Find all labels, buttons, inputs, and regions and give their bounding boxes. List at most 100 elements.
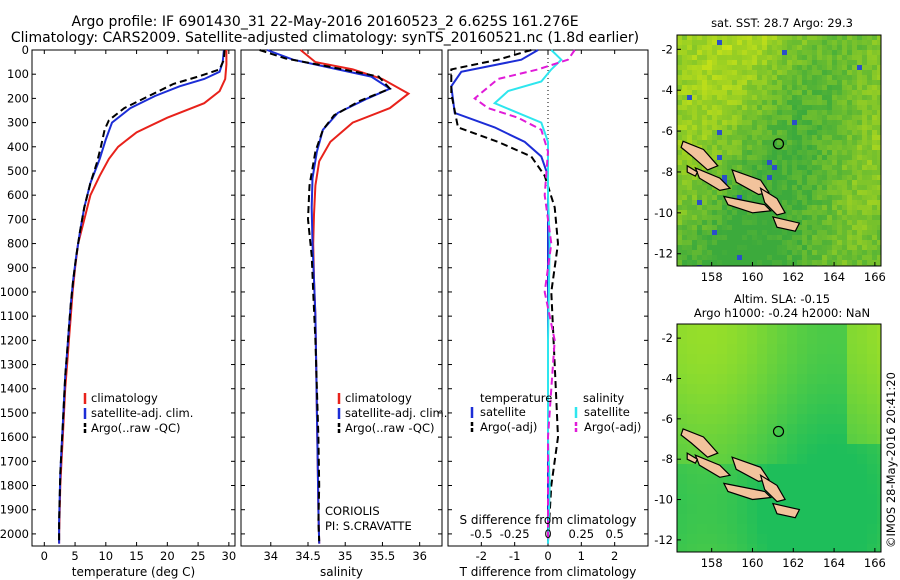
sla-map-title-line1: Altim. SLA: -0.15	[733, 292, 831, 306]
legend-label-argo_sal: Argo(-adj)	[584, 420, 641, 434]
x-tick-label: 36	[412, 549, 427, 563]
x-tick-label: 35	[338, 549, 353, 563]
map-sla_map: 158 160 162 164 166 -2 -4 -6 -8 -10 -12	[654, 323, 886, 570]
legend-label-argo: Argo(..raw -QC)	[91, 421, 181, 435]
island-shape	[722, 482, 773, 501]
y-tick-label: 100	[7, 67, 29, 81]
x-axis-label: T difference from climatology	[459, 565, 637, 579]
map-x-tick-label: 162	[782, 270, 804, 284]
map-x-tick-label: 164	[823, 556, 845, 570]
island-shape	[759, 473, 787, 503]
map-x-tick-label: 166	[864, 556, 886, 570]
map-frame	[676, 34, 882, 267]
map-y-tick-label: -6	[662, 124, 673, 138]
legend-label-climatology: climatology	[91, 391, 158, 405]
map-x-tick-label: 158	[701, 556, 723, 570]
argo-position-marker	[772, 425, 785, 438]
series-line-argo-raw-qc-	[259, 49, 392, 542]
x-tick-label: -2	[476, 549, 487, 563]
island-shape	[680, 428, 719, 458]
panel-salinity: 34 34.5 35 35.5 36 salinity	[240, 49, 443, 579]
map-y-tick-label: -12	[654, 533, 673, 547]
y-tick-label: 500	[7, 164, 29, 178]
island-shape	[771, 502, 801, 519]
x-axis-label: salinity	[320, 565, 363, 579]
island-shape	[771, 216, 801, 232]
y-tick-label: 1500	[0, 406, 29, 420]
map-x-tick-label: 160	[742, 556, 764, 570]
legend-label-argo: Argo(..raw -QC)	[345, 421, 435, 435]
map-sst_map: 158 160 162 164 166 -2 -4 -6 -8 -10 -12	[654, 34, 886, 284]
figure-title-line1: Argo profile: IF 6901430_31 22-May-2016 …	[71, 14, 579, 30]
argo-position-marker	[772, 138, 785, 150]
map-y-tick-label: -2	[662, 331, 673, 345]
y-tick-label: 400	[7, 140, 29, 154]
island-shape	[694, 454, 732, 478]
s-diff-axis-label: S difference from climatology	[460, 513, 637, 527]
legend-label-satellite: satellite-adj. clim.	[345, 406, 447, 420]
legend-label-satellite: satellite-adj. clim.	[91, 406, 193, 420]
map-y-tick-label: -4	[662, 371, 673, 385]
y-tick-label: 1600	[0, 430, 29, 444]
x-tick-label: 20	[160, 549, 175, 563]
map-x-tick-label: 166	[864, 270, 886, 284]
y-tick-label: 1100	[0, 309, 29, 323]
island-shape	[694, 166, 732, 192]
s-diff-tick-label: -0.25	[500, 527, 530, 541]
map-y-tick-label: -10	[654, 206, 673, 220]
annotation-pi: PI: S.CRAVATTE	[325, 519, 412, 533]
y-tick-label: 0	[22, 43, 29, 57]
s-diff-tick-label: 0.5	[606, 527, 624, 541]
legend-header-temperature: temperature	[480, 391, 552, 405]
series-line-t-argo-adj-	[450, 49, 560, 542]
x-tick-label: 1	[578, 549, 585, 563]
series-line-argo-raw-qc-	[58, 49, 226, 542]
s-diff-tick-label: 0	[544, 527, 551, 541]
map-x-tick-label: 162	[782, 556, 804, 570]
y-tick-label: 1700	[0, 454, 29, 468]
y-tick-label: 700	[7, 212, 29, 226]
island-shape	[722, 195, 773, 214]
island-shape	[686, 452, 699, 464]
s-diff-tick-label: -0.5	[470, 527, 492, 541]
y-tick-label: 2000	[0, 527, 29, 541]
plot-frame-temperature	[31, 49, 236, 547]
annotation-institution: CORIOLIS	[325, 504, 380, 518]
legend-label-satellite: satellite	[480, 405, 526, 419]
x-axis-label: temperature (deg C)	[72, 565, 195, 579]
x-tick-label: 5	[71, 549, 78, 563]
y-tick-label: 1300	[0, 358, 29, 372]
x-tick-label: 0	[544, 549, 551, 563]
legend-label-argo: Argo(-adj)	[480, 420, 537, 434]
x-tick-label: 34	[263, 549, 278, 563]
y-tick-label: 200	[7, 91, 29, 105]
y-tick-label: 800	[7, 237, 29, 251]
x-tick-label: 34.5	[295, 549, 321, 563]
y-tick-label: 900	[7, 261, 29, 275]
plot-frame-salinity	[240, 49, 443, 547]
series-line-s-satellite	[492, 49, 563, 544]
series-line-satellite-adj-clim-	[266, 49, 393, 544]
map-frame	[676, 323, 882, 553]
map-y-tick-label: -4	[662, 83, 673, 97]
x-tick-label: -1	[509, 549, 520, 563]
y-tick-label: 600	[7, 188, 29, 202]
x-tick-label: 15	[129, 549, 144, 563]
y-tick-label: 1400	[0, 382, 29, 396]
y-tick-label: 300	[7, 116, 29, 130]
map-x-tick-label: 164	[823, 270, 845, 284]
y-tick-label: 1200	[0, 333, 29, 347]
map-x-tick-label: 158	[701, 270, 723, 284]
x-tick-label: 35.5	[370, 549, 396, 563]
x-tick-label: 30	[222, 549, 237, 563]
series-line-s-argo-adj-	[473, 49, 576, 542]
y-tick-label: 1000	[0, 285, 29, 299]
map-y-tick-label: -10	[654, 493, 673, 507]
figure-title-line2: Climatology: CARS2009. Satellite-adjuste…	[10, 30, 640, 46]
legend-header-salinity: salinity	[583, 391, 624, 405]
x-tick-label: 0	[41, 549, 48, 563]
island-shape	[680, 140, 719, 171]
map-y-tick-label: -8	[662, 165, 673, 179]
s-diff-tick-label: 0.25	[569, 527, 595, 541]
